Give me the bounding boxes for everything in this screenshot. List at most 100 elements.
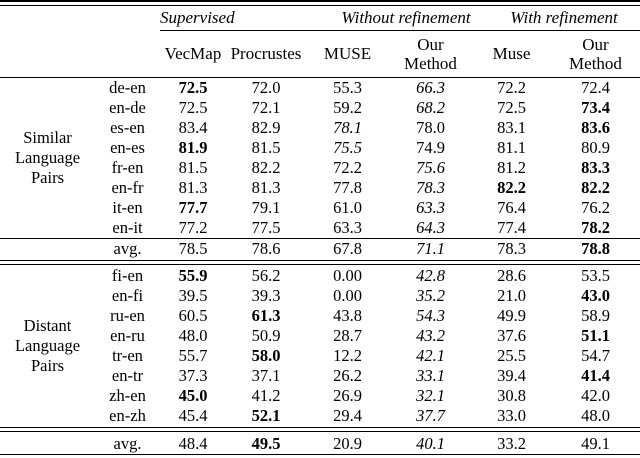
language-pair-label: es-en <box>110 117 145 137</box>
score-cell: 54.3 <box>416 306 445 325</box>
score-cell: 48.0 <box>581 406 610 425</box>
score-cell: 41.4 <box>581 366 610 385</box>
score-cell: 39.4 <box>497 366 526 385</box>
score-cell: 42.0 <box>581 386 610 405</box>
column-header-row: VecMap Procrustes MUSE Our Method Muse O… <box>0 30 640 78</box>
score-cell: 0.00 <box>333 286 362 305</box>
score-cell: 43.8 <box>333 306 362 325</box>
score-cell: 72.1 <box>251 97 281 117</box>
score-cell: 81.1 <box>497 137 526 157</box>
score-cell: 39.3 <box>251 286 281 305</box>
score-cell: 77.8 <box>333 177 362 197</box>
score-cell: 76.4 <box>497 197 526 217</box>
score-cell: 43.0 <box>581 286 610 305</box>
score-cell: 58.0 <box>251 346 281 365</box>
language-pair-label: fr-en <box>111 157 144 177</box>
table-row: en-it 77.2 77.5 63.3 64.3 77.4 78.2 <box>0 218 640 239</box>
table-row: zh-en 45.0 41.2 26.9 32.1 30.8 42.0 <box>0 386 640 406</box>
score-cell: 82.2 <box>251 157 281 177</box>
score-cell: 74.9 <box>416 137 445 157</box>
table-row: en-ru 48.0 50.9 28.7 43.2 37.6 51.1 <box>0 326 640 346</box>
score-cell: 25.5 <box>497 346 526 365</box>
avg-label: avg. <box>113 433 142 453</box>
score-cell: 55.3 <box>333 77 362 97</box>
table-header: Supervised Without refinement With refin… <box>0 6 640 78</box>
language-pair-label: en-ru <box>110 326 145 345</box>
double-rule-line <box>0 260 640 265</box>
score-cell: 81.9 <box>178 137 208 157</box>
table-row: ru-en 60.5 61.3 43.8 54.3 49.9 58.9 <box>0 306 640 326</box>
group-header-row: Supervised Without refinement With refin… <box>0 6 640 31</box>
score-cell: 33.1 <box>416 366 445 385</box>
score-cell: 56.2 <box>251 266 281 285</box>
table-row: it-en 77.7 79.1 61.0 63.3 76.4 76.2 <box>0 198 640 218</box>
score-cell: 32.1 <box>416 386 445 405</box>
table-row: en-fr 81.3 81.3 77.8 78.3 82.2 82.2 <box>0 178 640 198</box>
avg-score-cell: 78.6 <box>251 238 281 258</box>
score-cell: 64.3 <box>416 217 445 237</box>
score-cell: 42.8 <box>416 266 445 285</box>
score-cell: 21.0 <box>497 286 526 305</box>
avg-score-cell: 78.5 <box>178 238 208 258</box>
score-cell: 49.9 <box>497 306 526 325</box>
score-cell: 54.7 <box>581 346 610 365</box>
score-cell: 12.2 <box>333 346 362 365</box>
table-row: Distant Language Pairs fi-en 55.9 56.2 0.00 4… <box>0 266 640 375</box>
language-pair-label: de-en <box>109 77 146 97</box>
score-cell: 30.8 <box>497 386 526 405</box>
language-pair-label: en-tr <box>111 366 144 385</box>
table-row: fr-en 81.5 82.2 72.2 75.6 81.2 83.3 <box>0 158 640 178</box>
score-cell: 72.5 <box>178 77 208 97</box>
average-row: avg. 78.5 78.6 67.8 71.1 78.3 78.8 <box>0 238 640 259</box>
language-pair-label: en-de <box>109 97 146 117</box>
score-cell: 81.2 <box>497 157 526 177</box>
table-row: es-en 83.4 82.9 78.1 78.0 83.1 83.6 <box>0 118 640 138</box>
score-cell: 68.2 <box>416 97 445 117</box>
score-cell: 81.5 <box>251 137 281 157</box>
section-label: Similar Language Pairs <box>14 127 81 187</box>
score-cell: 73.4 <box>581 97 610 117</box>
avg-label: avg. <box>113 238 142 258</box>
language-pair-label: fi-en <box>111 266 144 285</box>
score-cell: 82.9 <box>251 117 281 137</box>
corner-spacer <box>0 30 160 78</box>
score-cell: 72.2 <box>333 157 362 177</box>
score-cell: 37.1 <box>251 366 281 385</box>
score-cell: 78.3 <box>416 177 445 197</box>
score-cell: 81.5 <box>178 157 208 177</box>
score-cell: 28.6 <box>497 266 526 285</box>
score-cell: 77.5 <box>251 217 281 237</box>
section-double-rule <box>0 426 640 433</box>
score-cell: 81.3 <box>251 177 281 197</box>
score-cell: 55.7 <box>178 346 208 365</box>
score-cell: 75.6 <box>416 157 445 177</box>
score-cell: 60.5 <box>178 306 208 325</box>
score-cell: 77.2 <box>178 217 208 237</box>
avg-spacer <box>0 238 95 259</box>
score-cell: 80.9 <box>581 137 610 157</box>
language-pair-label: en-es <box>110 137 145 157</box>
table-row: tr-en 55.7 58.0 12.2 42.1 25.5 54.7 <box>0 346 640 366</box>
score-cell: 51.1 <box>581 326 610 345</box>
avg-score-cell: 67.8 <box>333 238 362 258</box>
table-body: Similar Language Pairs de-en 72.5 72.0 55.3 6… <box>0 77 640 454</box>
top-double-rule <box>0 0 640 6</box>
score-cell: 63.3 <box>333 217 362 237</box>
column-header-muse-refined: Muse <box>472 30 551 78</box>
column-header-our-method-with: Our Method <box>551 30 640 78</box>
score-cell: 45.0 <box>178 386 208 405</box>
avg-score-cell: 71.1 <box>416 238 445 258</box>
section-double-rule-line <box>0 426 640 433</box>
avg-score-cell: 33.2 <box>497 433 526 453</box>
language-pair-label: zh-en <box>109 386 146 405</box>
score-cell: 50.9 <box>251 326 281 345</box>
score-cell: 82.2 <box>581 177 610 197</box>
score-cell: 83.1 <box>497 117 526 137</box>
score-cell: 37.3 <box>178 366 208 385</box>
column-header-procrustes: Procrustes <box>226 30 306 78</box>
score-cell: 43.2 <box>416 326 445 345</box>
average-row: avg. 48.4 49.5 20.9 40.1 33.2 49.1 <box>0 433 640 454</box>
section-double-rule-line <box>0 259 640 266</box>
table-row: en-zh 45.4 52.1 29.4 37.7 33.0 48.0 <box>0 406 640 426</box>
